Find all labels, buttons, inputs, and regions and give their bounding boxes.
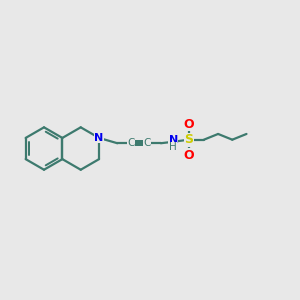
Text: S: S — [184, 133, 193, 146]
Text: H: H — [169, 142, 177, 152]
Text: O: O — [183, 118, 194, 131]
Text: O: O — [183, 148, 194, 161]
Text: N: N — [94, 133, 104, 143]
Text: C: C — [128, 138, 135, 148]
Text: N: N — [169, 135, 178, 145]
Text: C: C — [143, 138, 151, 148]
